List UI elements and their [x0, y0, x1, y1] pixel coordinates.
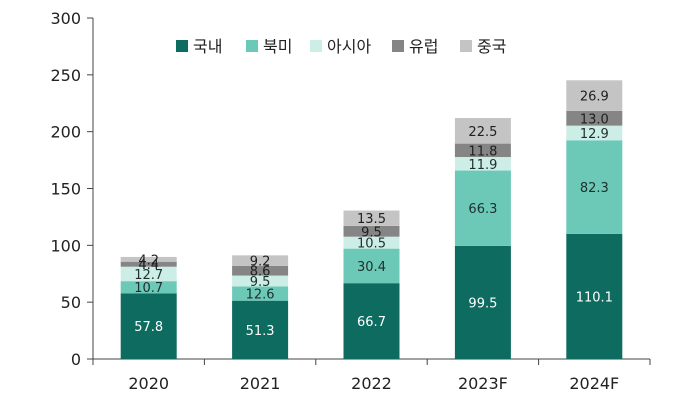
bar-segment	[232, 255, 289, 266]
value-label: 13.5	[357, 212, 386, 227]
bar-segment	[343, 210, 400, 226]
x-tick-label: 2020	[128, 374, 169, 393]
x-tick-label: 2022	[351, 374, 392, 393]
bar-stack: 51.3 12.69.58.69.2	[232, 255, 289, 359]
legend-item: 중국	[460, 37, 506, 56]
y-tick-label: 200	[50, 123, 81, 142]
value-label: 4.2	[138, 253, 159, 268]
value-label: 66.3	[468, 202, 497, 217]
legend-label: 북미	[263, 37, 292, 56]
value-label: 13.0	[580, 112, 609, 127]
legend-swatch	[310, 40, 322, 52]
value-label: 51.3	[246, 324, 275, 339]
legend-label: 중국	[477, 37, 506, 56]
bar-segment	[120, 261, 177, 267]
value-label: 66.7	[357, 315, 386, 330]
value-label: 82.3	[580, 181, 609, 196]
value-label: 11.9	[468, 158, 497, 173]
value-label: 8.6	[250, 265, 271, 280]
bar-segment	[566, 140, 623, 234]
legend-label: 국내	[193, 37, 222, 56]
bar-segment	[566, 125, 623, 141]
x-tick-label: 2024F	[569, 374, 619, 393]
value-label: 9.5	[250, 275, 271, 290]
value-label: 12.6	[246, 288, 275, 303]
value-label: 110.1	[576, 290, 613, 305]
bar-segment	[566, 80, 623, 111]
legend-label: 아시아	[327, 37, 371, 56]
value-label: 30.4	[357, 260, 386, 275]
legend: 국내 북미 아시아 유럽 중국	[176, 37, 506, 56]
bar-segment	[454, 245, 511, 359]
bar-stack: 110.1 82.3 12.913.0 26.9	[566, 80, 623, 359]
bar-segment	[566, 233, 623, 359]
x-axis: 2020 2021 2022 2023F 2024F	[92, 358, 651, 393]
bar-segment	[454, 170, 511, 246]
y-tick-label: 50	[61, 293, 81, 312]
value-label: 9.2	[250, 255, 271, 270]
bar-segment	[566, 110, 623, 126]
bar-segment	[343, 248, 400, 284]
bar-segment	[343, 225, 400, 237]
legend-item: 아시아	[310, 37, 371, 56]
legend-swatch	[392, 40, 404, 52]
y-tick-label: 300	[50, 9, 81, 28]
bar-stack: 66.7 30.4 10.59.513.5	[343, 210, 400, 359]
legend-item: 유럽	[392, 37, 438, 56]
y-tick-label: 250	[50, 66, 81, 85]
bars: 57.810.712.74.44.251.312.69.58.69.266.73…	[120, 80, 623, 359]
bar-segment	[232, 265, 289, 276]
x-tick-label: 2021	[240, 374, 281, 393]
y-tick-label: 150	[50, 180, 81, 199]
bar-segment	[343, 283, 400, 359]
value-label: 99.5	[468, 296, 497, 311]
value-label: 4.4	[138, 258, 159, 273]
bar-segment	[120, 293, 177, 359]
bar-segment	[232, 300, 289, 359]
x-tick-label: 2023F	[458, 374, 508, 393]
value-label: 12.7	[134, 268, 163, 283]
legend-swatch	[460, 40, 472, 52]
value-label: 10.7	[134, 281, 163, 296]
value-label: 9.5	[361, 225, 382, 240]
bar-segment	[343, 236, 400, 249]
bar-stack: 57.8 10.712.74.44.2	[120, 253, 177, 359]
legend-swatch	[246, 40, 258, 52]
value-label: 10.5	[357, 237, 386, 252]
legend-label: 유럽	[409, 37, 438, 56]
bar-segment	[232, 275, 289, 287]
value-label: 26.9	[580, 90, 609, 105]
value-label: 12.9	[580, 127, 609, 142]
bar-segment	[120, 266, 177, 282]
y-axis: 0 50 100 150 200 250 300	[50, 9, 94, 369]
value-label: 57.8	[134, 320, 163, 335]
bar-segment	[454, 143, 511, 158]
bar-segment	[120, 281, 177, 294]
legend-swatch	[176, 40, 188, 52]
bar-segment	[454, 157, 511, 171]
value-label: 11.8	[468, 144, 497, 159]
bar-segment	[454, 118, 511, 144]
bar-stack: 99.5 66.3 11.911.8 22.5	[454, 118, 511, 359]
y-tick-label: 0	[71, 350, 81, 369]
y-tick-label: 100	[50, 236, 81, 255]
value-label: 22.5	[468, 125, 497, 140]
bar-segment	[232, 286, 289, 301]
legend-item: 국내	[176, 37, 222, 56]
bar-segment	[120, 256, 177, 262]
legend-item: 북미	[246, 37, 292, 56]
